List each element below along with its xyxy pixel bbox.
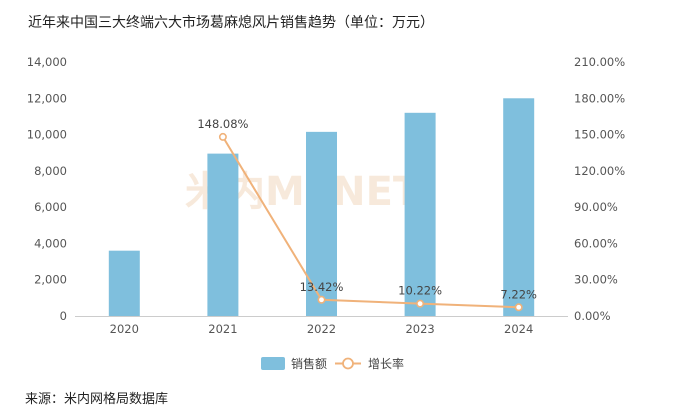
y-left-tick-label: 8,000 — [34, 164, 67, 178]
chart-title: 近年来中国三大终端六大市场葛麻熄风片销售趋势（单位：万元） — [28, 15, 434, 31]
source-note: 来源：米内网格局数据库 — [25, 392, 169, 407]
x-tick-label: 2023 — [405, 322, 434, 336]
y-left-tick-label: 2,000 — [34, 273, 67, 287]
legend-swatch-marker — [342, 357, 354, 370]
growth-point — [416, 299, 425, 308]
y-left-tick-label: 6,000 — [34, 200, 67, 214]
growth-data-label: 148.08% — [197, 117, 248, 131]
x-tick-label: 2021 — [208, 322, 237, 336]
y-right-tick-label: 180.00% — [574, 91, 625, 105]
y-right-tick-label: 30.00% — [574, 273, 618, 287]
legend-swatch-bar — [261, 357, 285, 370]
y-left-tick-label: 12,000 — [27, 91, 67, 105]
x-tick-label: 2022 — [307, 322, 336, 336]
growth-point — [218, 132, 227, 141]
x-tick-label: 2020 — [110, 322, 139, 336]
bar — [306, 131, 337, 316]
y-right-tick-label: 210.00% — [574, 55, 625, 69]
y-right-tick-label: 120.00% — [574, 164, 625, 178]
y-right-tick-label: 90.00% — [574, 200, 618, 214]
y-right-tick-label: 60.00% — [574, 236, 618, 250]
bar — [503, 98, 535, 317]
y-right-tick-label: 150.00% — [574, 128, 625, 142]
growth-data-label: 7.22% — [500, 287, 537, 301]
legend-label: 销售额 — [291, 356, 327, 371]
growth-data-label: 10.22% — [398, 284, 442, 298]
y-left-tick-label: 4,000 — [34, 236, 67, 250]
y-left-tick-label: 0 — [60, 309, 67, 323]
y-left-tick-label: 14,000 — [27, 55, 67, 69]
bar — [404, 112, 436, 316]
growth-data-label: 13.42% — [300, 280, 344, 294]
y-right-tick-label: 0.00% — [574, 309, 611, 323]
x-tick-label: 2024 — [504, 322, 533, 336]
legend-label: 增长率 — [368, 356, 404, 371]
growth-point — [514, 303, 523, 312]
growth-point — [317, 295, 326, 304]
bar — [207, 153, 239, 316]
y-left-tick-label: 10,000 — [27, 128, 67, 142]
growth-line — [222, 136, 519, 309]
bar — [108, 250, 140, 316]
